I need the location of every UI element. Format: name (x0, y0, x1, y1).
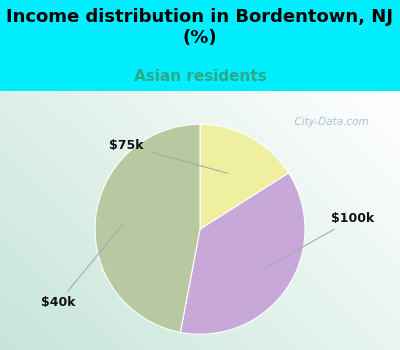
Text: $100k: $100k (263, 212, 374, 269)
Text: $40k: $40k (41, 224, 123, 309)
Text: Income distribution in Bordentown, NJ
(%): Income distribution in Bordentown, NJ (%… (6, 8, 394, 47)
Text: Asian residents: Asian residents (134, 69, 266, 84)
Text: $75k: $75k (109, 139, 228, 173)
Wedge shape (200, 124, 289, 229)
Wedge shape (95, 124, 200, 332)
Wedge shape (180, 173, 305, 334)
Text: City-Data.com: City-Data.com (288, 117, 369, 127)
